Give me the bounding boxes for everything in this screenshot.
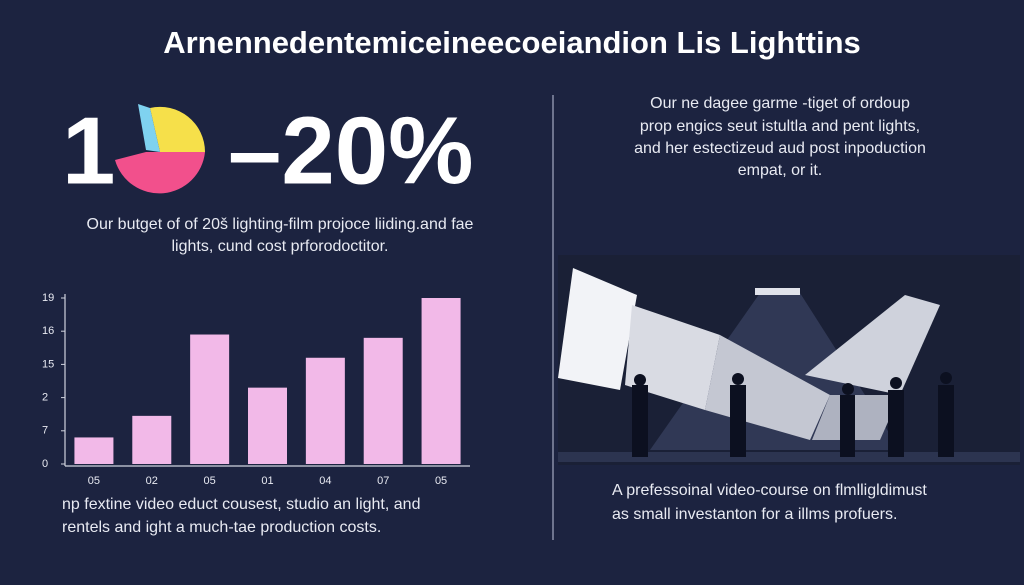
caption-line: lights, cund cost prforodoctitor.	[172, 238, 389, 255]
y-tick-label: 7	[42, 425, 48, 437]
bar	[305, 357, 345, 464]
bar	[190, 334, 230, 464]
bar	[132, 415, 172, 464]
x-tick-label: 02	[146, 475, 158, 487]
caption-line: A prefessoinal video-course on flmlligld…	[612, 482, 927, 499]
x-tick-label: 05	[435, 475, 447, 487]
illustration	[558, 255, 1020, 465]
x-tick-label: 01	[261, 475, 273, 487]
y-tick-label: 2	[42, 392, 48, 404]
title: Arnennedentemiceineecoeiandion Lis Light…	[163, 25, 861, 60]
bar	[74, 437, 114, 464]
caption-line: prop engics seut istultla and pent light…	[640, 118, 920, 135]
caption-line: rentels and ight a much-tae production c…	[62, 519, 381, 536]
y-tick-label: 19	[42, 292, 54, 304]
caption-line: Our ne dagee garme -tiget of ordoup	[650, 95, 910, 112]
stat-percent: –20%	[228, 97, 474, 204]
y-tick-label: 15	[42, 358, 54, 370]
y-tick-label: 16	[42, 325, 54, 337]
stat-digit: 1	[62, 97, 115, 204]
x-tick-label: 07	[377, 475, 389, 487]
x-tick-label: 05	[88, 475, 100, 487]
caption-line: and her estectizeud aud post inpoduction	[634, 140, 926, 157]
caption-line: np fextine video educt cousest, studio a…	[62, 496, 420, 513]
pie-icon	[115, 104, 206, 194]
bar	[421, 298, 461, 464]
x-tick-label: 04	[319, 475, 331, 487]
bar	[363, 337, 403, 464]
x-tick-label: 05	[204, 475, 216, 487]
caption-line: as small investanton for a illms profuer…	[612, 506, 897, 523]
caption-line: empat, or it.	[738, 162, 822, 179]
bar	[248, 387, 287, 464]
y-tick-label: 0	[42, 458, 48, 470]
caption-line: Our butget of of 20š lighting-film projo…	[87, 216, 474, 233]
